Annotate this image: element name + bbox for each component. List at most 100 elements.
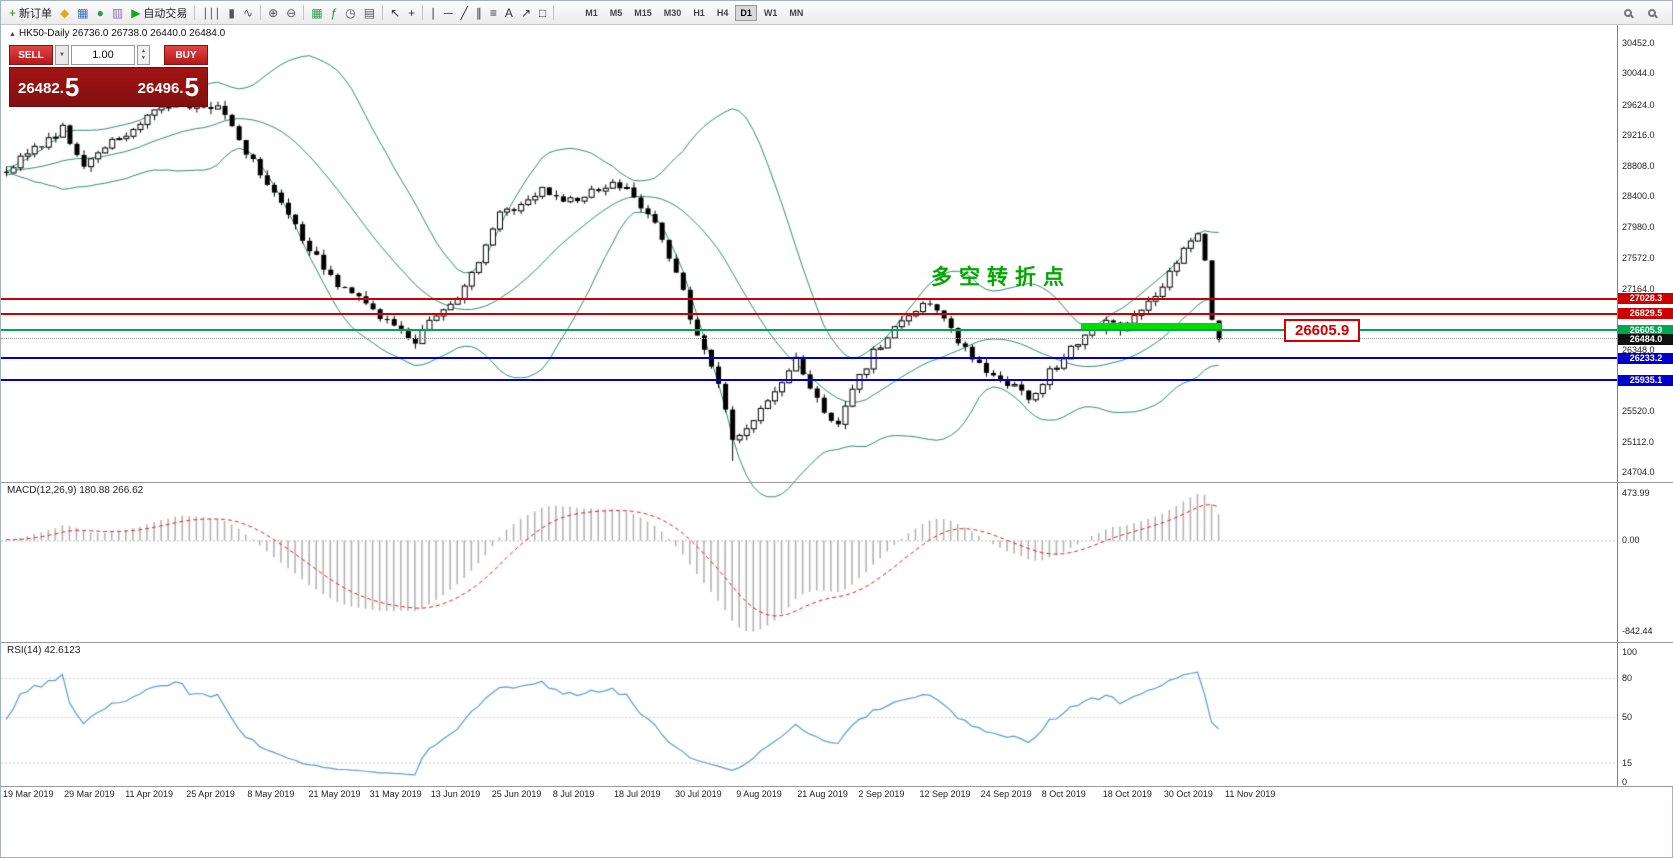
date-label: 13 Jun 2019 xyxy=(430,789,481,799)
date-label: 24 Sep 2019 xyxy=(980,789,1032,799)
date-label: 30 Oct 2019 xyxy=(1163,789,1213,799)
up-arrow-icon: ▲ xyxy=(141,48,146,54)
shapes-button[interactable]: □ xyxy=(535,3,550,23)
zoom-in-button[interactable]: ⊕ xyxy=(264,3,282,23)
volume-dropdown[interactable]: ▼ xyxy=(55,45,69,65)
resistance-line-27028[interactable] xyxy=(1,297,1617,300)
support-line-26605[interactable] xyxy=(1,329,1617,332)
fibonacci-button[interactable]: ≡ xyxy=(486,3,501,23)
data-window-button[interactable]: ▦ xyxy=(73,3,92,23)
time-axis[interactable]: 19 Mar 2019 29 Mar 2019 11 Apr 2019 25 Apr … xyxy=(1,787,1617,803)
price-display: 26482. 5 26496. 5 xyxy=(9,67,208,107)
vertical-line-button[interactable]: ∣ xyxy=(426,3,440,23)
search-button[interactable] xyxy=(1620,3,1636,23)
fibonacci-icon: ≡ xyxy=(489,5,497,20)
chart-title-text: HK50-Daily 26736.0 26738.0 26440.0 26484… xyxy=(18,28,226,39)
rsi-label: RSI(14) 42.6123 xyxy=(7,645,81,656)
date-label: 11 Nov 2019 xyxy=(1225,789,1276,799)
volume-stepper[interactable]: ▲ ▼ xyxy=(137,45,150,65)
zoom-out-button[interactable]: ⊖ xyxy=(282,3,300,23)
arrow-button[interactable]: ↗ xyxy=(517,3,535,23)
panel-separator[interactable] xyxy=(1,786,1673,787)
timeframe-h4-button[interactable]: H4 xyxy=(716,7,729,18)
timeframe-mn-button[interactable]: MN xyxy=(789,7,804,18)
current-price-line[interactable] xyxy=(1,338,1617,340)
sell-price[interactable]: 26482. 5 xyxy=(18,74,79,100)
crosshair-button[interactable]: + xyxy=(404,3,419,23)
support-line-25935[interactable] xyxy=(1,379,1617,382)
line-chart-icon: ∿ xyxy=(243,5,254,20)
price-axis[interactable]: 30452.0 30044.0 29624.0 29216.0 28808.0 28400… xyxy=(1617,25,1673,787)
buy-price[interactable]: 26496. 5 xyxy=(138,74,199,100)
vertical-line-icon: ∣ xyxy=(430,5,437,20)
buy-button[interactable]: BUY xyxy=(164,45,208,65)
tile-windows-button[interactable]: ▦ xyxy=(307,3,326,23)
line-chart-button[interactable]: ∿ xyxy=(239,3,257,23)
timeframe-m15-button[interactable]: M15 xyxy=(634,7,652,18)
price-tag-27028.3: 27028.3 xyxy=(1618,293,1673,305)
support-line-26233[interactable] xyxy=(1,357,1617,360)
templates-button[interactable]: ▤ xyxy=(360,3,379,23)
panel-separator[interactable] xyxy=(1,482,1673,483)
timeframe-m30-button[interactable]: M30 xyxy=(663,7,682,18)
templates-icon: ▤ xyxy=(363,5,376,20)
horizontal-line-button[interactable]: ─ xyxy=(440,3,457,23)
timeframe-w1-button[interactable]: W1 xyxy=(763,7,778,18)
text-button[interactable]: A xyxy=(501,3,517,23)
volume-input[interactable]: 1.00 xyxy=(71,45,135,65)
sell-button[interactable]: SELL xyxy=(9,45,53,65)
price-axis-label: 30452.0 xyxy=(1622,37,1655,48)
one-click-trading-panel: SELL ▼ 1.00 ▲ ▼ BUY 26482. 5 26496. 5 xyxy=(9,45,208,107)
indicators-button[interactable]: ƒ xyxy=(327,3,342,23)
date-label: 12 Sep 2019 xyxy=(919,789,971,799)
macd-label: MACD(12,26,9) 180.88 266.62 xyxy=(7,485,144,496)
price-callout[interactable]: 26605.9 xyxy=(1284,319,1361,342)
price-axis-label: 26348.0 xyxy=(1622,344,1655,355)
auto-trading-button[interactable]: ▶ 自动交易 xyxy=(127,3,191,23)
help-search-button[interactable] xyxy=(1644,3,1660,23)
date-label: 8 Oct 2019 xyxy=(1041,789,1086,799)
chart-annotation[interactable]: 多空转折点 xyxy=(931,266,1071,289)
candlestick-chart-button[interactable]: ▮ xyxy=(224,3,239,23)
rsi-axis-label: 100 xyxy=(1622,647,1638,657)
periods-button[interactable]: ◷ xyxy=(341,3,359,23)
date-label: 11 Apr 2019 xyxy=(125,789,174,799)
title-marker-icon: ▲ xyxy=(9,31,16,38)
channel-button[interactable]: ∥ xyxy=(472,3,486,23)
tile-windows-icon: ▦ xyxy=(311,5,323,20)
price-axis-label: 30044.0 xyxy=(1622,68,1655,79)
timeframe-h1-button[interactable]: H1 xyxy=(693,7,705,18)
toolbar-separator xyxy=(303,5,305,20)
support-highlight-bar[interactable] xyxy=(1081,323,1221,332)
market-watch-button[interactable]: ◆ xyxy=(56,3,73,23)
macd-axis-bottom: -842.44 xyxy=(1622,626,1653,636)
chevron-down-icon: ▼ xyxy=(59,52,65,58)
cursor-button[interactable]: ↖ xyxy=(386,3,404,23)
sell-price-pip: 5 xyxy=(64,72,80,102)
new-order-button[interactable]: + 新订单 xyxy=(5,3,56,23)
horizontal-line-icon: ─ xyxy=(444,5,453,20)
down-arrow-icon: ▼ xyxy=(141,55,146,61)
date-label: 8 Jul 2019 xyxy=(552,789,595,799)
cursor-icon: ↖ xyxy=(390,5,401,20)
price-axis-label: 29624.0 xyxy=(1622,99,1655,110)
date-label: 2 Sep 2019 xyxy=(858,789,905,799)
sell-price-main: 26482. xyxy=(18,80,64,97)
date-label: 25 Apr 2019 xyxy=(186,789,235,799)
timeframe-d1-button[interactable]: D1 xyxy=(735,4,757,21)
text-icon: A xyxy=(504,5,513,20)
panel-separator[interactable] xyxy=(1,642,1673,643)
timeframe-m5-button[interactable]: M5 xyxy=(609,7,623,18)
auto-trading-icon: ▶ xyxy=(131,5,141,20)
navigator-button[interactable]: ● xyxy=(93,3,108,23)
timeframe-m1-button[interactable]: M1 xyxy=(585,7,598,18)
resistance-line-26829[interactable] xyxy=(1,312,1617,315)
date-label: 18 Oct 2019 xyxy=(1102,789,1152,799)
market-watch-icon: ◆ xyxy=(60,5,70,20)
bar-chart-button[interactable]: ∣∣∣ xyxy=(198,3,224,23)
rsi-axis-label: 50 xyxy=(1622,712,1633,722)
trendline-button[interactable]: ╱ xyxy=(457,3,472,23)
terminal-button[interactable]: ▥ xyxy=(108,3,127,23)
